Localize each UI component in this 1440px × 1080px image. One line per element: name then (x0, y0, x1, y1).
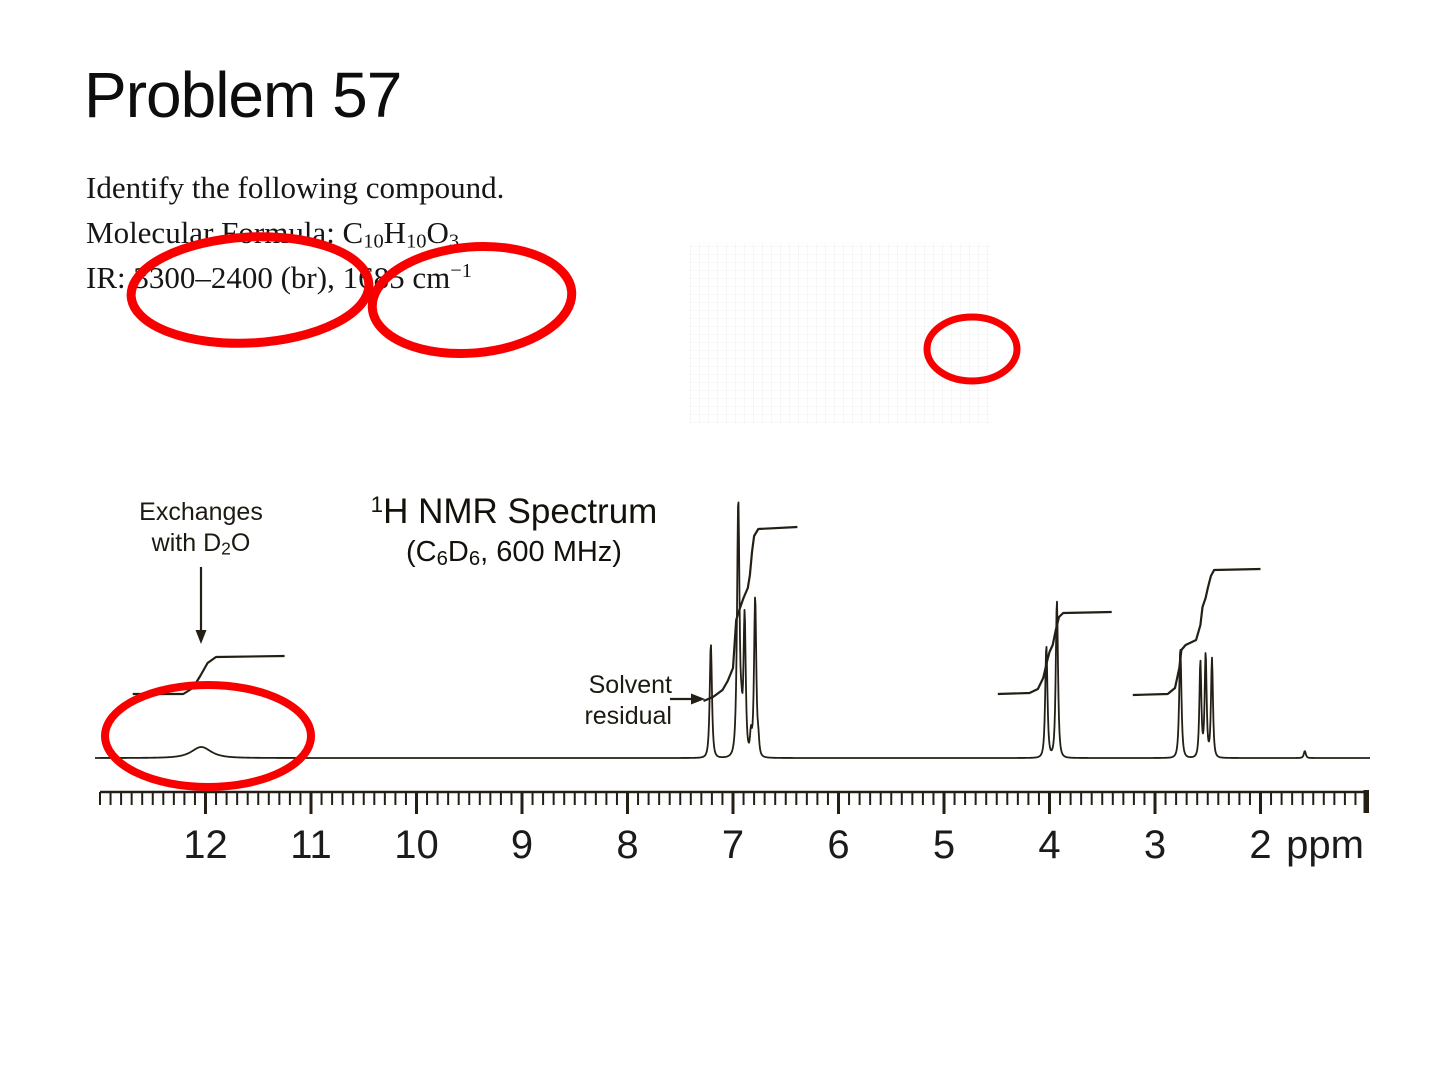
integration-4ppm (997, 610, 1112, 696)
d2o-arrow (195, 567, 207, 644)
axis-tick-label: 8 (616, 823, 638, 867)
annotation-circle-cooh-peak (101, 681, 315, 791)
axis-tick-label: 12 (183, 823, 228, 867)
integration-curves (132, 525, 1261, 703)
problem-text-block: Identify the following compound. Molecul… (86, 165, 504, 300)
solvent-residual-label: Solvent residual (560, 670, 672, 732)
solvent-label-line2: residual (584, 702, 672, 730)
axis-tick-label: 10 (394, 823, 439, 867)
solvent-label-line1: Solvent (588, 671, 672, 699)
solvent-arrow (670, 693, 705, 705)
axis-tick-label: 5 (933, 823, 955, 867)
axis-tick-label: 4 (1038, 823, 1060, 867)
axis-tick-label: 11 (290, 823, 332, 867)
exchanges-label: Exchanges with D2O (116, 497, 286, 559)
x-axis-labels: 12 11 10 9 8 7 6 5 4 3 2 ppm (183, 823, 1364, 867)
axis-end-cap (1363, 790, 1369, 813)
integration-2ppm (1132, 567, 1261, 697)
d2o-arrow-head (195, 630, 207, 644)
spectrum-heading-block: 1H NMR Spectrum (C6D6, 600 MHz) (346, 492, 682, 569)
nmr-trace (94, 501, 1371, 759)
problem-statement: Identify the following compound. (86, 170, 505, 205)
spectrum-title: 1H NMR Spectrum (370, 491, 658, 531)
axis-tick-label: 9 (511, 823, 533, 867)
slide-title: Problem 57 (84, 59, 402, 131)
faint-artifact (690, 243, 990, 423)
x-axis (99, 790, 1369, 814)
integration-aromatic (703, 525, 798, 703)
axis-unit-label: ppm (1286, 823, 1364, 867)
axis-tick-label: 7 (722, 823, 744, 867)
axis-tick-label: 6 (827, 823, 849, 867)
axis-tick-label: 3 (1144, 823, 1166, 867)
spectrum-conditions: (C6D6, 600 MHz) (406, 536, 622, 571)
axis-tick-label: 2 (1249, 823, 1271, 867)
solvent-arrow-head (691, 693, 705, 705)
integration-cooh (132, 654, 285, 696)
exchanges-label-line2: with D2O (151, 529, 251, 559)
exchanges-label-line1: Exchanges (139, 498, 263, 526)
molecular-formula: Molecular Formula: C10H10O3 (86, 215, 460, 253)
ir-data-line: IR: 3300–2400 (br), 1685 cm−1 (86, 259, 472, 295)
